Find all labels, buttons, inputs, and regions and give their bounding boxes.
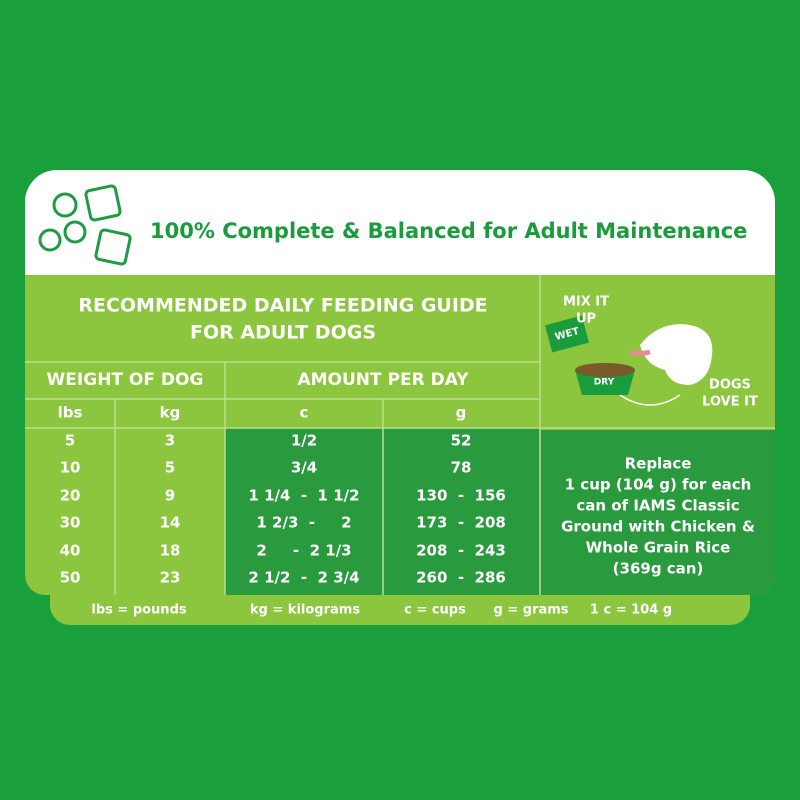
- cell: 78: [451, 459, 472, 477]
- icon: [63, 220, 87, 244]
- illustration: WET DRY: [545, 315, 713, 406]
- love-label: DOGS: [709, 378, 751, 393]
- guide-title: RECOMMENDED DAILY FEEDING GUIDE: [78, 295, 487, 317]
- cell: 260 - 286: [416, 569, 506, 587]
- note-line: Ground with Chicken &: [561, 518, 755, 536]
- dry-label: DRY: [594, 378, 615, 388]
- note-line: Whole Grain Rice: [586, 539, 731, 557]
- cell: 2 - 2 1/3: [256, 542, 351, 560]
- cell: 3: [165, 432, 175, 450]
- cell: 173 - 208: [416, 514, 506, 532]
- cell: 18: [160, 542, 181, 560]
- icon: [84, 184, 122, 222]
- cell: 30: [60, 514, 81, 532]
- icon: [94, 228, 132, 266]
- dog-head: [640, 324, 713, 385]
- cell: 52: [451, 432, 472, 450]
- cell: 10: [60, 459, 81, 477]
- guide-title: FOR ADULT DOGS: [190, 322, 376, 344]
- column-header: c: [300, 404, 309, 422]
- cell: 23: [160, 569, 181, 587]
- footer-bar: [50, 590, 750, 625]
- column-header: kg: [160, 404, 181, 422]
- column-header: lbs: [58, 404, 83, 422]
- legend-item: kg = kilograms: [250, 603, 360, 618]
- kibble-icons: [38, 184, 132, 266]
- cell: 2 1/2 - 2 3/4: [248, 569, 359, 587]
- arrow: [619, 394, 681, 406]
- love-label: LOVE IT: [702, 395, 758, 410]
- bowl: [575, 370, 635, 395]
- note-line: (369g can): [613, 560, 704, 578]
- icon: [52, 192, 78, 218]
- group-header: AMOUNT PER DAY: [297, 370, 469, 390]
- cell: 3/4: [291, 459, 317, 477]
- note-line: can of IAMS Classic: [576, 497, 739, 515]
- dog-tongue: [629, 349, 651, 356]
- cell: 14: [160, 514, 181, 532]
- mix-label: UP: [576, 312, 596, 327]
- note-line: Replace: [625, 455, 692, 473]
- cell: 5: [165, 459, 175, 477]
- cell: 40: [60, 542, 81, 560]
- legend-item: lbs = pounds: [91, 603, 186, 618]
- cell: 208 - 243: [416, 542, 506, 560]
- cell: 130 - 156: [416, 487, 506, 505]
- cell: 20: [60, 487, 81, 505]
- legend-item: 1 c = 104 g: [590, 603, 672, 618]
- cell: 50: [60, 569, 81, 587]
- group-header: WEIGHT OF DOG: [47, 370, 204, 390]
- wet-tag: [545, 315, 589, 353]
- cell: 1 2/3 - 2: [256, 514, 351, 532]
- icon: [38, 228, 62, 252]
- title: 100% Complete & Balanced for Adult Maint…: [150, 219, 747, 243]
- bowl-food: [575, 363, 635, 377]
- cell: 1/2: [291, 432, 317, 450]
- legend-item: c = cups: [404, 603, 466, 618]
- cell: 1 1/4 - 1 1/2: [248, 487, 359, 505]
- mix-label: MIX IT: [563, 295, 609, 310]
- cell: 5: [65, 432, 75, 450]
- cell: 9: [165, 487, 175, 505]
- legend-item: g = grams: [493, 603, 568, 618]
- column-header: g: [456, 404, 467, 422]
- note-line: 1 cup (104 g) for each: [565, 476, 752, 494]
- note-area: [540, 430, 775, 595]
- grid: [25, 275, 775, 595]
